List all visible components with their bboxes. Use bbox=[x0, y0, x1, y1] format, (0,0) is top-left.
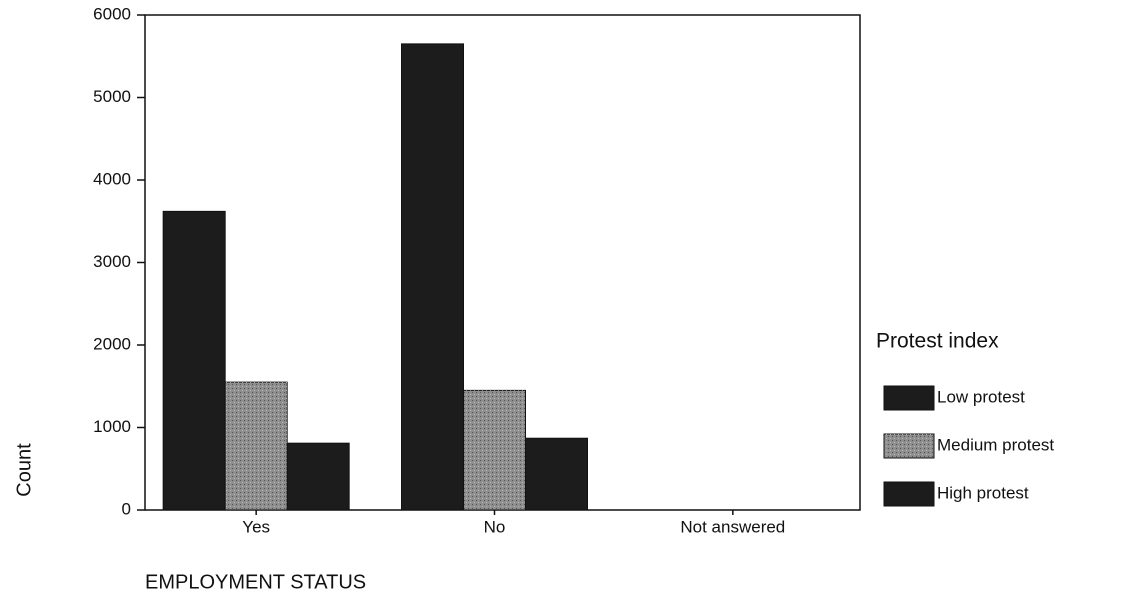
bar bbox=[463, 389, 526, 511]
y-tick-label: 4000 bbox=[93, 169, 131, 188]
bar bbox=[525, 437, 588, 511]
y-tick-label: 6000 bbox=[93, 4, 131, 23]
bar bbox=[162, 210, 226, 511]
x-axis-label: EMPLOYMENT STATUS bbox=[145, 571, 366, 593]
bar bbox=[401, 43, 464, 511]
y-tick-label: 5000 bbox=[93, 87, 131, 106]
x-tick-label: Not answered bbox=[680, 517, 785, 536]
legend-label: High protest bbox=[937, 483, 1029, 502]
y-tick-label: 0 bbox=[122, 499, 131, 518]
legend-swatch bbox=[883, 385, 935, 411]
legend-title: Protest index bbox=[876, 330, 999, 353]
legend-label: Medium protest bbox=[937, 435, 1054, 454]
y-tick-label: 3000 bbox=[93, 252, 131, 271]
bar bbox=[286, 442, 350, 511]
x-tick-label: No bbox=[484, 517, 506, 536]
y-axis-label: Count bbox=[13, 443, 35, 497]
y-tick-label: 2000 bbox=[93, 334, 131, 353]
bar bbox=[224, 381, 288, 511]
legend-label: Low protest bbox=[937, 387, 1025, 406]
legend-swatch-texture bbox=[884, 434, 934, 458]
legend-swatch bbox=[883, 481, 935, 507]
y-tick-label: 1000 bbox=[93, 417, 131, 436]
x-tick-label: Yes bbox=[242, 517, 270, 536]
